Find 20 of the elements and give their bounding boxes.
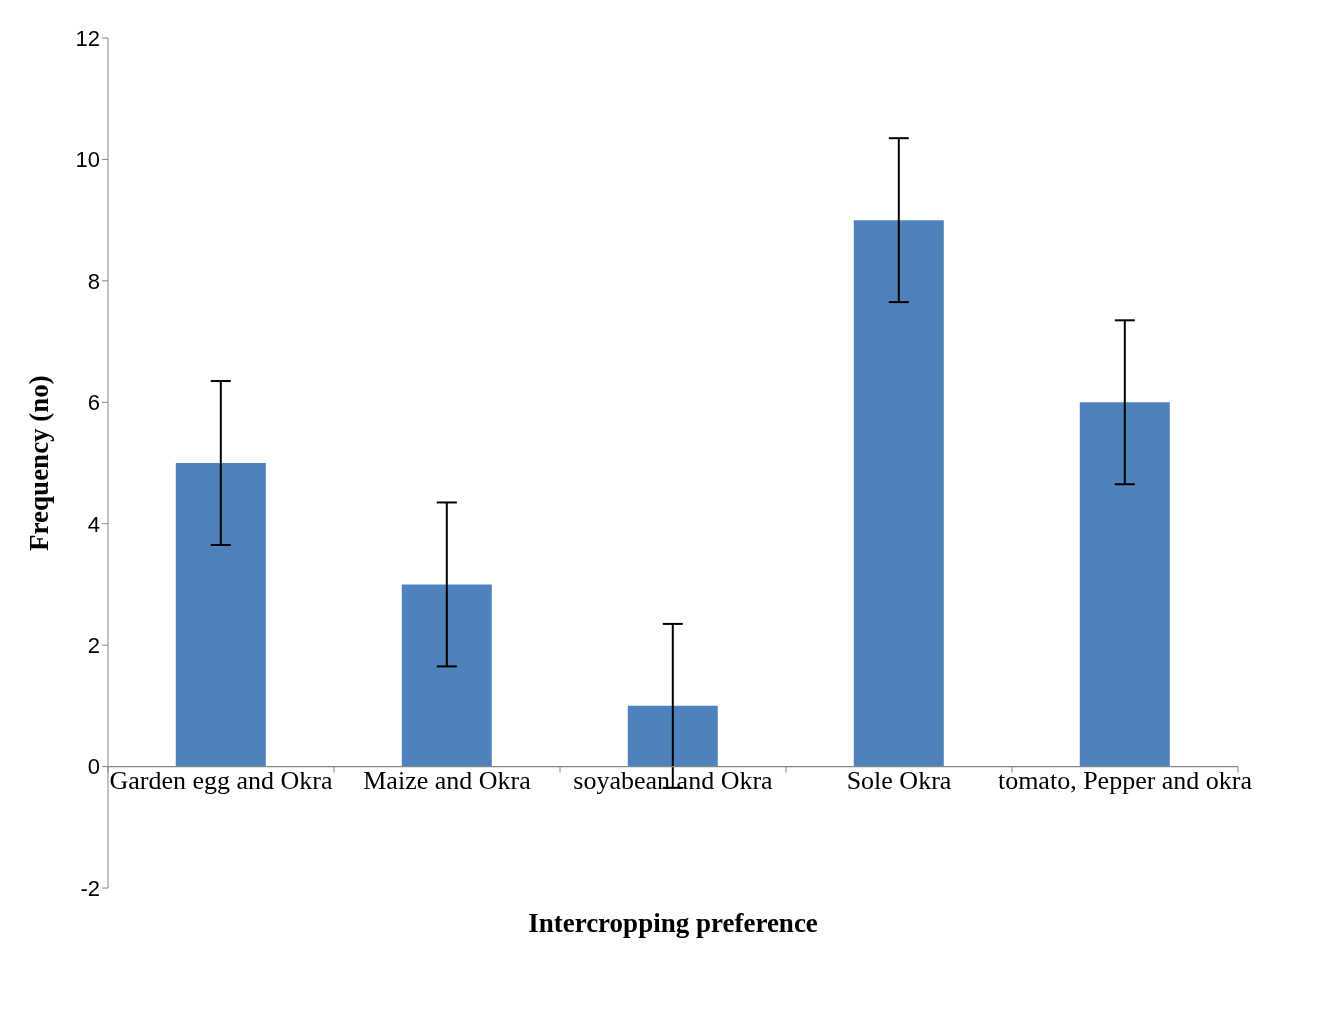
x-tick-label: Garden egg and Okra — [109, 765, 333, 795]
x-tick-label: Maize and Okra — [363, 765, 532, 795]
y-tick-label: 4 — [87, 511, 100, 537]
bar — [627, 705, 718, 767]
x-tick-label: Sole Okra — [846, 765, 952, 795]
x-tick-label: tomato, Pepper and okra — [997, 765, 1253, 795]
y-tick-label: 2 — [87, 632, 100, 658]
bar — [401, 584, 492, 767]
y-tick-label: 10 — [75, 147, 100, 173]
y-tick-label: 8 — [87, 268, 100, 294]
bar — [175, 463, 266, 767]
bar — [1079, 402, 1170, 767]
bar — [853, 220, 944, 767]
y-axis-title: Frequency (no) — [23, 375, 54, 551]
x-tick-label: soyabean and Okra — [573, 765, 774, 795]
y-tick-label: -2 — [80, 875, 100, 901]
y-tick-label: 6 — [87, 390, 100, 416]
y-tick-label: 0 — [87, 754, 100, 780]
y-tick-label: 12 — [75, 25, 100, 51]
x-axis-title: Intercropping preference — [527, 908, 819, 939]
